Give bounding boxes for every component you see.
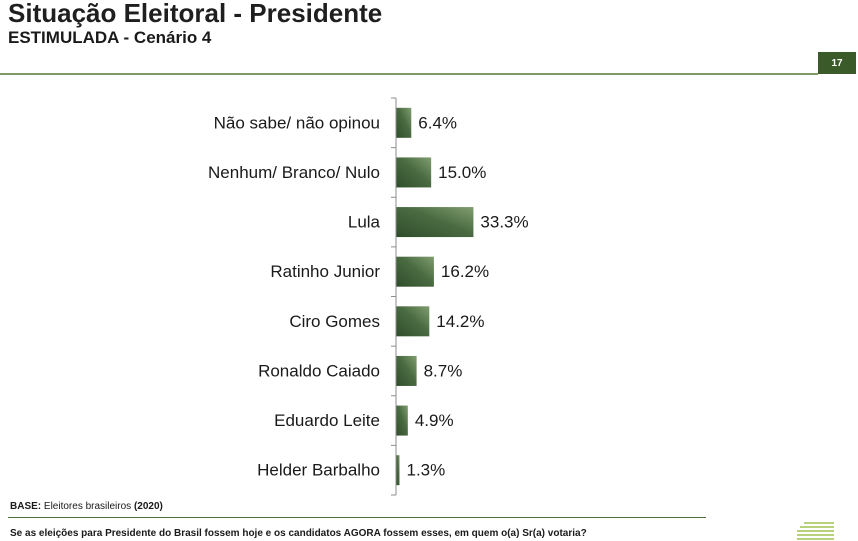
category-label: Helder Barbalho: [257, 461, 380, 480]
survey-question: Se as eleições para Presidente do Brasil…: [10, 528, 587, 539]
green-stripes-logo-icon: [797, 522, 834, 540]
bar-row: Não sabe/ não opinou 6.4%: [214, 107, 457, 138]
bar: [396, 455, 400, 486]
bar: [396, 405, 408, 436]
category-label: Lula: [348, 213, 381, 232]
page-number: 17: [831, 57, 843, 69]
bar: [396, 207, 474, 238]
bar: [396, 256, 434, 287]
horizontal-bar-chart: Não sabe/ não opinou 6.4% Nenhum/ Branco/ …: [208, 97, 529, 496]
bar: [396, 355, 417, 386]
bar-row: Ronaldo Caiado 8.7%: [258, 355, 463, 386]
bar-row: Nenhum/ Branco/ Nulo 15.0%: [208, 157, 486, 188]
category-label: Ronaldo Caiado: [258, 361, 380, 380]
bar-row: Ciro Gomes 14.2%: [289, 306, 485, 337]
bar: [396, 157, 432, 188]
footer-divider: [8, 517, 706, 518]
header-divider: [0, 73, 818, 75]
bar-row: Helder Barbalho 1.3%: [257, 455, 446, 486]
value-label: 4.9%: [415, 411, 454, 430]
value-label: 1.3%: [407, 461, 446, 480]
value-label: 15.0%: [438, 163, 486, 182]
value-label: 6.4%: [418, 113, 457, 132]
slide-subtitle: ESTIMULADA - Cenário 4: [8, 28, 212, 47]
value-label: 16.2%: [441, 262, 489, 281]
category-label: Ratinho Junior: [270, 262, 380, 281]
page-number-badge: 17: [818, 52, 856, 74]
bar-row: Lula 33.3%: [348, 207, 529, 238]
category-label: Ciro Gomes: [289, 312, 380, 331]
category-label: Nenhum/ Branco/ Nulo: [208, 163, 380, 182]
value-label: 8.7%: [424, 361, 463, 380]
category-label: Eduardo Leite: [274, 411, 380, 430]
base-text: Eleitores brasileiros: [43, 501, 132, 512]
bar-row: Ratinho Junior 16.2%: [270, 256, 489, 287]
bar: [396, 107, 412, 138]
slide-title: Situação Eleitoral - Presidente: [8, 0, 383, 28]
bar-row: Eduardo Leite 4.9%: [274, 405, 454, 436]
base-year: (2020): [133, 501, 163, 512]
sample-base-note: BASE: Eleitores brasileiros (2020): [10, 501, 163, 513]
value-label: 33.3%: [480, 213, 528, 232]
bar: [396, 306, 430, 337]
value-label: 14.2%: [436, 312, 484, 331]
category-label: Não sabe/ não opinou: [214, 113, 380, 132]
base-label: BASE:: [10, 501, 42, 512]
